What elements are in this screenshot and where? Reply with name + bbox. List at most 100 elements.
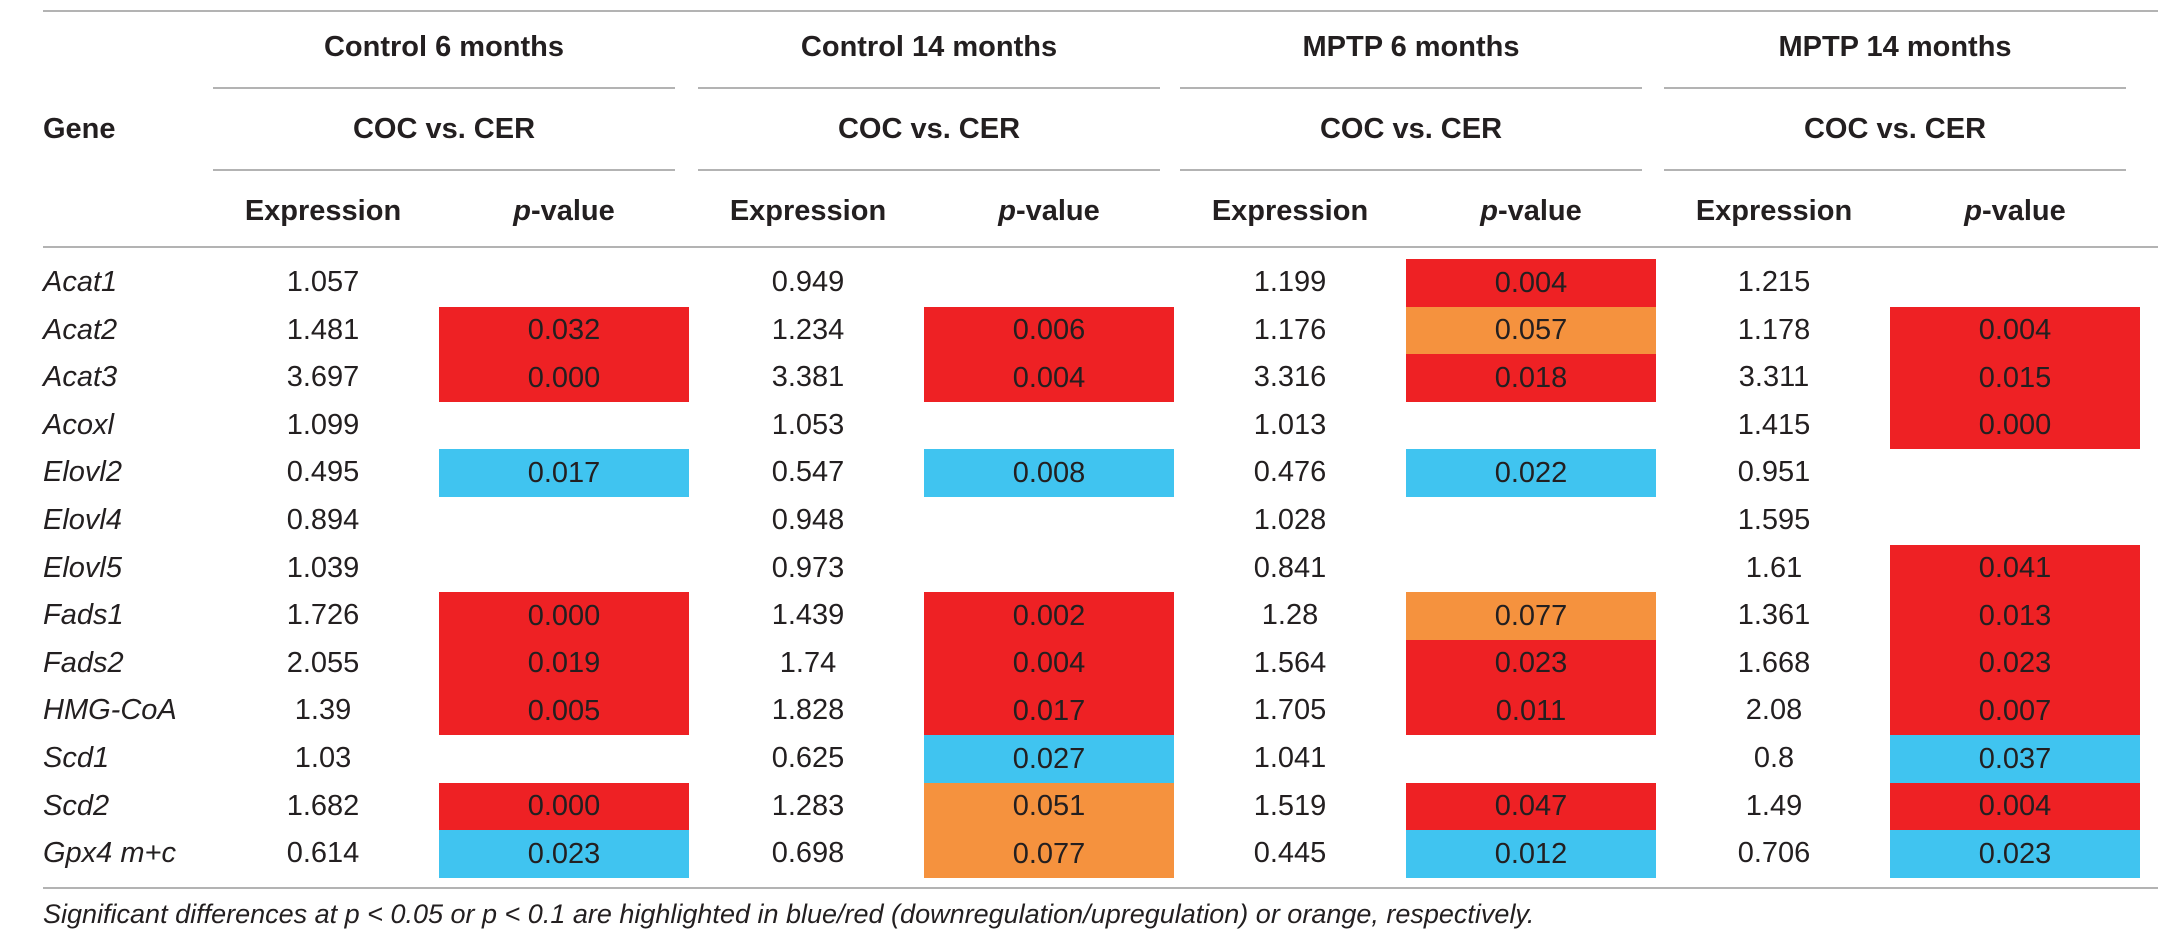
pvalue-cell: 0.017 xyxy=(439,449,689,497)
group-rule-upper xyxy=(698,87,1160,89)
expression-value: 1.028 xyxy=(1253,504,1327,536)
pvalue-cell: 0.005 xyxy=(439,687,689,735)
gene-name: Gpx4 m+c xyxy=(43,837,176,869)
expression-header: Expression xyxy=(1695,195,1853,227)
expression-value: 1.039 xyxy=(286,552,360,584)
pvalue-cell: 0.023 xyxy=(1406,640,1656,687)
gene-name: Scd2 xyxy=(43,790,110,822)
group-title: MPTP 6 months xyxy=(1302,31,1520,63)
group-comparison: COC vs. CER xyxy=(837,113,1021,145)
expression-value: 1.176 xyxy=(1253,314,1327,346)
group-rule-lower xyxy=(1664,169,2126,171)
expression-value: 0.445 xyxy=(1253,837,1327,869)
pvalue-cell: 0.057 xyxy=(1406,307,1656,354)
pvalue-cell: 0.023 xyxy=(439,830,689,878)
pvalue-cell: 0.022 xyxy=(1406,449,1656,497)
pvalue-cell: 0.077 xyxy=(924,830,1174,878)
pvalue-cell: 0.023 xyxy=(1890,830,2140,878)
expression-value: 1.726 xyxy=(286,599,360,631)
expression-value: 0.698 xyxy=(771,837,845,869)
group-comparison: COC vs. CER xyxy=(352,113,536,145)
expression-value: 2.055 xyxy=(286,647,360,679)
pvalue-header-italic: p xyxy=(1480,195,1498,227)
group-rule-lower xyxy=(1180,169,1642,171)
expression-value: 0.614 xyxy=(286,837,360,869)
pvalue-cell: 0.013 xyxy=(1890,592,2140,640)
pvalue-cell: 0.007 xyxy=(1890,687,2140,735)
group-title: MPTP 14 months xyxy=(1778,31,2012,63)
pvalue-cell: 0.012 xyxy=(1406,830,1656,878)
expression-value: 0.547 xyxy=(771,456,845,488)
group-rule-upper xyxy=(1664,87,2126,89)
expression-value: 1.595 xyxy=(1737,504,1811,536)
pvalue-cell: 0.018 xyxy=(1406,354,1656,402)
expression-value: 1.415 xyxy=(1737,409,1811,441)
expression-value: 1.234 xyxy=(771,314,845,346)
pvalue-header-suffix: -value xyxy=(1981,195,2066,227)
expression-header: Expression xyxy=(729,195,887,227)
pvalue-cell: 0.000 xyxy=(439,354,689,402)
expression-value: 1.283 xyxy=(771,790,845,822)
pvalue-cell: 0.004 xyxy=(1890,307,2140,354)
pvalue-header-italic: p xyxy=(513,195,531,227)
group-comparison: COC vs. CER xyxy=(1319,113,1503,145)
pvalue-header-italic: p xyxy=(998,195,1016,227)
expression-value: 1.215 xyxy=(1737,266,1811,298)
pvalue-cell: 0.037 xyxy=(1890,735,2140,783)
pvalue-cell: 0.004 xyxy=(1890,783,2140,830)
pvalue-header: p-value xyxy=(439,191,689,231)
expression-value: 1.61 xyxy=(1745,552,1803,584)
expression-value: 3.381 xyxy=(771,361,845,393)
pvalue-cell: 0.019 xyxy=(439,640,689,687)
pvalue-cell: 0.004 xyxy=(924,640,1174,687)
expression-value: 1.705 xyxy=(1253,694,1327,726)
pvalue-header: p-value xyxy=(924,191,1174,231)
gene-name: Fads2 xyxy=(43,647,124,679)
pvalue-header: p-value xyxy=(1890,191,2140,231)
expression-value: 1.564 xyxy=(1253,647,1327,679)
expression-value: 1.199 xyxy=(1253,266,1327,298)
expression-value: 1.28 xyxy=(1261,599,1319,631)
pvalue-cell: 0.015 xyxy=(1890,354,2140,402)
group-rule-lower xyxy=(698,169,1160,171)
gene-name: HMG-CoA xyxy=(43,694,177,726)
pvalue-cell: 0.051 xyxy=(924,783,1174,830)
expression-value: 3.311 xyxy=(1738,361,1810,393)
expression-value: 0.951 xyxy=(1737,456,1811,488)
gene-name: Elovl2 xyxy=(43,456,122,488)
expression-value: 1.49 xyxy=(1745,790,1803,822)
pvalue-cell: 0.004 xyxy=(1406,259,1656,307)
expression-value: 0.495 xyxy=(286,456,360,488)
pvalue-header-suffix: -value xyxy=(1497,195,1582,227)
expression-value: 1.682 xyxy=(286,790,360,822)
gene-name: Elovl5 xyxy=(43,552,122,584)
group-rule-lower xyxy=(213,169,675,171)
top-rule xyxy=(43,10,2158,12)
expression-value: 1.099 xyxy=(286,409,360,441)
group-title: Control 6 months xyxy=(323,31,565,63)
gene-name: Elovl4 xyxy=(43,504,122,536)
expression-value: 1.519 xyxy=(1253,790,1327,822)
expression-value: 0.625 xyxy=(771,742,845,774)
expression-value: 1.74 xyxy=(779,647,837,679)
gene-name: Acoxl xyxy=(43,409,114,441)
pvalue-cell: 0.000 xyxy=(439,783,689,830)
expression-value: 0.973 xyxy=(771,552,845,584)
expression-value: 1.481 xyxy=(286,314,360,346)
expression-value: 1.057 xyxy=(286,266,360,298)
group-rule-upper xyxy=(213,87,675,89)
expression-value: 0.476 xyxy=(1253,456,1327,488)
expression-value: 0.841 xyxy=(1253,552,1327,584)
expression-value: 1.39 xyxy=(294,694,352,726)
pvalue-cell: 0.077 xyxy=(1406,592,1656,640)
group-rule-upper xyxy=(1180,87,1642,89)
group-title: Control 14 months xyxy=(800,31,1058,63)
group-comparison: COC vs. CER xyxy=(1803,113,1987,145)
expression-value: 1.013 xyxy=(1253,409,1327,441)
expression-value: 0.8 xyxy=(1753,742,1795,774)
pvalue-cell: 0.000 xyxy=(439,592,689,640)
expression-value: 1.03 xyxy=(294,742,352,774)
pvalue-cell: 0.041 xyxy=(1890,545,2140,592)
pvalue-header-suffix: -value xyxy=(530,195,615,227)
expression-value: 1.361 xyxy=(1737,599,1811,631)
